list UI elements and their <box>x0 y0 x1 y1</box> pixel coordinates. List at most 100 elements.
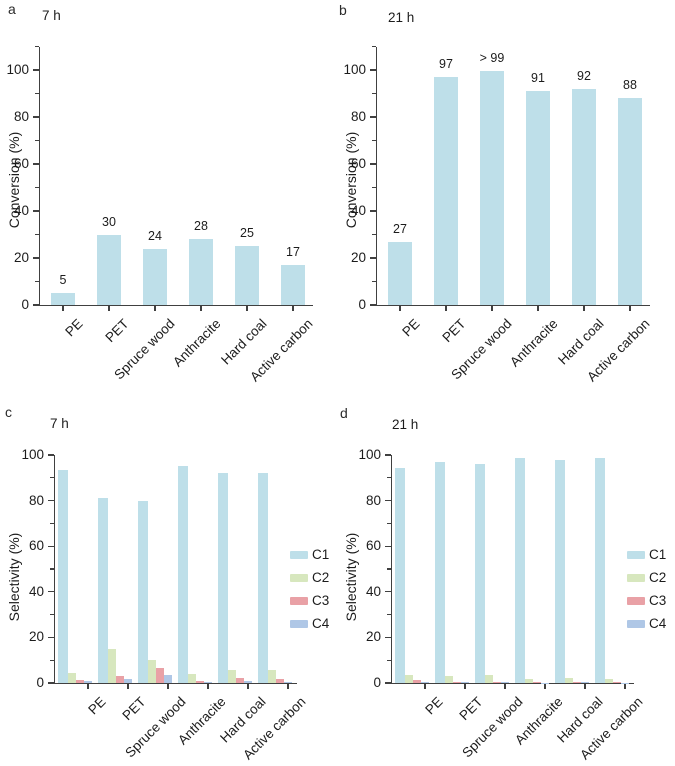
x-tick <box>583 306 585 311</box>
y-tick <box>47 591 54 593</box>
bar-c4 <box>501 682 509 683</box>
y-minor-tick <box>35 280 39 283</box>
bar <box>526 91 550 305</box>
bar <box>51 293 75 305</box>
bar-c1 <box>475 464 485 683</box>
y-tick <box>32 304 39 306</box>
bar-c1 <box>395 467 405 683</box>
y-tick-label: 60 <box>28 538 44 554</box>
x-tick <box>504 684 506 689</box>
bar-c2 <box>148 660 156 683</box>
bar-c2 <box>68 672 76 683</box>
y-minor-tick <box>372 92 376 95</box>
bar <box>388 241 412 305</box>
bar-value-label: 17 <box>286 245 300 260</box>
y-tick-label: 0 <box>36 675 44 690</box>
bar-c1 <box>178 466 188 683</box>
bar <box>189 239 213 305</box>
bar-c3 <box>453 682 461 683</box>
x-tick <box>287 684 289 689</box>
x-tick <box>399 306 401 311</box>
x-axis-line <box>375 304 650 306</box>
y-tick <box>47 682 54 684</box>
y-tick-label: 60 <box>13 156 29 171</box>
x-tick <box>464 684 466 689</box>
y-tick-label: 0 <box>358 297 366 312</box>
bar-c3 <box>76 679 84 683</box>
legend-swatch-c3 <box>290 597 308 605</box>
y-tick <box>47 545 54 547</box>
legend-label-c1: C1 <box>312 547 330 562</box>
y-minor-tick <box>387 477 391 479</box>
y-tick <box>384 591 391 593</box>
y-tick-label: 20 <box>28 629 44 645</box>
y-tick <box>47 499 54 502</box>
bar-c4 <box>84 680 92 683</box>
bar-c1 <box>515 458 525 683</box>
y-axis-line <box>38 46 40 305</box>
panel-letter-a: a <box>8 1 16 17</box>
panel-letter-d: d <box>340 405 348 421</box>
panel-letter-b: b <box>339 2 347 18</box>
y-minor-tick <box>372 280 376 283</box>
bar-c4 <box>244 680 252 683</box>
y-tick-label: 20 <box>350 250 366 265</box>
y-minor-tick <box>372 233 376 236</box>
bar-c1 <box>595 458 605 683</box>
y-tick <box>32 210 39 212</box>
y-minor-tick <box>372 45 376 48</box>
bar-c3 <box>156 668 164 683</box>
legend-swatch-c1 <box>627 551 645 559</box>
bar-c2 <box>405 675 413 683</box>
y-axis-line <box>390 455 392 683</box>
bar-c4 <box>581 682 589 683</box>
bar-c3 <box>613 682 621 683</box>
legend-swatch-c3 <box>627 597 645 605</box>
bar-c2 <box>605 678 613 683</box>
y-tick <box>369 257 376 259</box>
y-tick <box>369 116 376 118</box>
y-tick-label: 80 <box>28 492 44 508</box>
legend-label-c1: C1 <box>649 547 667 562</box>
y-tick <box>384 454 391 456</box>
x-tick <box>584 684 586 689</box>
bar-value-label: 92 <box>577 68 591 83</box>
bar-c3 <box>493 682 501 683</box>
bar <box>281 265 305 305</box>
legend-label-c3: C3 <box>649 593 667 608</box>
bar-c2 <box>228 670 236 683</box>
x-tick <box>154 306 156 311</box>
y-minor-tick <box>50 568 54 570</box>
y-minor-tick <box>35 186 39 189</box>
bar-c3 <box>236 678 244 683</box>
y-tick <box>384 545 391 547</box>
y-tick <box>47 454 54 456</box>
y-minor-tick <box>50 477 54 479</box>
y-tick <box>384 636 391 639</box>
bar-c1 <box>138 500 148 683</box>
bar-c2 <box>108 648 116 683</box>
y-tick-label: 100 <box>358 447 381 462</box>
x-axis-line <box>38 304 313 306</box>
x-tick <box>544 684 546 689</box>
y-minor-tick <box>50 659 54 661</box>
x-tick <box>87 684 89 689</box>
bar <box>97 234 121 305</box>
bar-c3 <box>196 680 204 683</box>
x-axis-line <box>390 682 634 684</box>
y-tick-label: 100 <box>21 447 44 462</box>
legend-label-c3: C3 <box>312 593 330 608</box>
y-tick <box>32 257 39 259</box>
panel-title-c: 7 h <box>50 416 69 431</box>
bar <box>480 71 504 305</box>
bar-c1 <box>435 461 445 683</box>
y-minor-tick <box>372 139 376 142</box>
bar-value-label: 91 <box>531 71 545 86</box>
y-tick <box>32 69 39 71</box>
y-minor-tick <box>50 522 54 524</box>
y-axis-line <box>375 46 377 305</box>
bar-c3 <box>533 682 541 683</box>
bar-value-label: > 99 <box>479 51 505 66</box>
y-tick <box>369 210 376 212</box>
